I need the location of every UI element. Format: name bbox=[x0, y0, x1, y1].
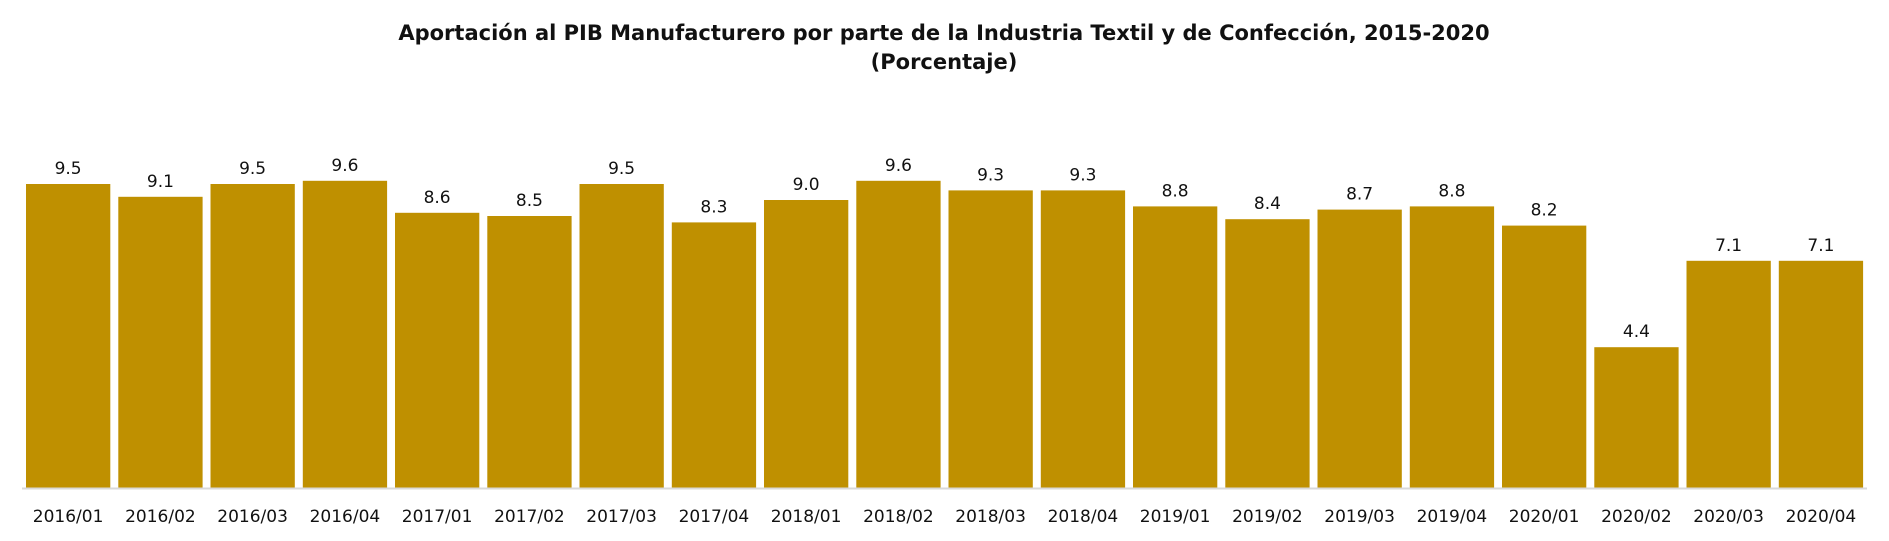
bar-2016-02 bbox=[118, 196, 203, 489]
bar-2020-03 bbox=[1686, 260, 1771, 488]
value-label: 9.1 bbox=[147, 172, 174, 192]
x-tick-label: 2018/04 bbox=[1048, 507, 1119, 527]
x-tick-label: 2020/01 bbox=[1509, 507, 1580, 527]
value-label: 9.3 bbox=[977, 165, 1004, 185]
value-label: 9.5 bbox=[239, 159, 266, 179]
x-tick-label: 2016/04 bbox=[310, 507, 381, 527]
bars-group bbox=[26, 180, 1864, 489]
value-label: 8.8 bbox=[1438, 181, 1465, 201]
x-tick-label: 2017/02 bbox=[494, 507, 565, 527]
value-labels-group: 9.5 9.1 9.5 9.6 8.6 8.5 9.5 8.3 9.0 9.6 9.3 9.3 8.8 8… bbox=[55, 156, 1835, 342]
bar-2018-03 bbox=[948, 190, 1033, 488]
bar-2019-04 bbox=[1409, 206, 1495, 488]
x-tick-label: 2019/04 bbox=[1417, 507, 1488, 527]
x-tick-label: 2018/02 bbox=[863, 507, 934, 527]
bar-2017-02 bbox=[487, 216, 572, 488]
value-label: 9.5 bbox=[608, 159, 635, 179]
x-tick-label: 2017/04 bbox=[679, 507, 750, 527]
value-label: 8.4 bbox=[1254, 194, 1281, 214]
value-label: 7.1 bbox=[1715, 236, 1742, 256]
bar-2020-04 bbox=[1778, 260, 1864, 488]
value-label: 9.6 bbox=[885, 156, 912, 176]
x-tick-label: 2018/01 bbox=[771, 507, 842, 527]
bar-2020-02 bbox=[1594, 347, 1679, 488]
value-label: 8.8 bbox=[1162, 181, 1189, 201]
bar-2019-02 bbox=[1225, 219, 1310, 488]
bar-2018-04 bbox=[1040, 190, 1126, 488]
x-tick-label: 2017/01 bbox=[402, 507, 473, 527]
value-label: 7.1 bbox=[1807, 236, 1834, 256]
bar-2019-03 bbox=[1317, 209, 1402, 488]
bar-2017-03 bbox=[579, 184, 664, 488]
bar-2016-01 bbox=[26, 184, 111, 488]
bar-2017-01 bbox=[395, 212, 480, 489]
x-tick-label: 2020/04 bbox=[1786, 507, 1857, 527]
x-tick-label: 2018/03 bbox=[955, 507, 1026, 527]
bar-2018-01 bbox=[764, 200, 849, 488]
bar-2016-03 bbox=[210, 184, 295, 488]
x-tick-label: 2020/03 bbox=[1693, 507, 1764, 527]
value-label: 9.3 bbox=[1069, 165, 1096, 185]
x-tick-label: 2016/03 bbox=[217, 507, 288, 527]
value-label: 9.5 bbox=[55, 159, 82, 179]
chart-subtitle: (Porcentaje) bbox=[871, 50, 1018, 74]
bar-2018-02 bbox=[856, 180, 941, 489]
x-tick-label: 2019/02 bbox=[1232, 507, 1303, 527]
value-label: 8.7 bbox=[1346, 185, 1373, 205]
x-tick-label: 2017/03 bbox=[586, 507, 657, 527]
x-tick-label: 2019/01 bbox=[1140, 507, 1211, 527]
value-label: 9.0 bbox=[793, 175, 820, 195]
x-axis-tick-labels: 2016/01 2016/02 2016/03 2016/04 2017/01 2017/… bbox=[33, 507, 1856, 527]
bar-2019-01 bbox=[1133, 206, 1218, 488]
bar-2020-01 bbox=[1502, 225, 1587, 488]
bar-2017-04 bbox=[671, 222, 757, 488]
value-label: 8.5 bbox=[516, 191, 543, 211]
value-label: 9.6 bbox=[331, 156, 358, 176]
value-label: 8.6 bbox=[424, 188, 451, 208]
x-tick-label: 2016/01 bbox=[33, 507, 104, 527]
chart-title: Aportación al PIB Manufacturero por part… bbox=[398, 21, 1489, 45]
value-label: 8.3 bbox=[700, 197, 727, 217]
value-label: 4.4 bbox=[1623, 322, 1650, 342]
x-tick-label: 2019/03 bbox=[1324, 507, 1395, 527]
x-tick-label: 2020/02 bbox=[1601, 507, 1672, 527]
x-tick-label: 2016/02 bbox=[125, 507, 196, 527]
value-label: 8.2 bbox=[1531, 201, 1558, 221]
bar-2016-04 bbox=[302, 180, 388, 489]
